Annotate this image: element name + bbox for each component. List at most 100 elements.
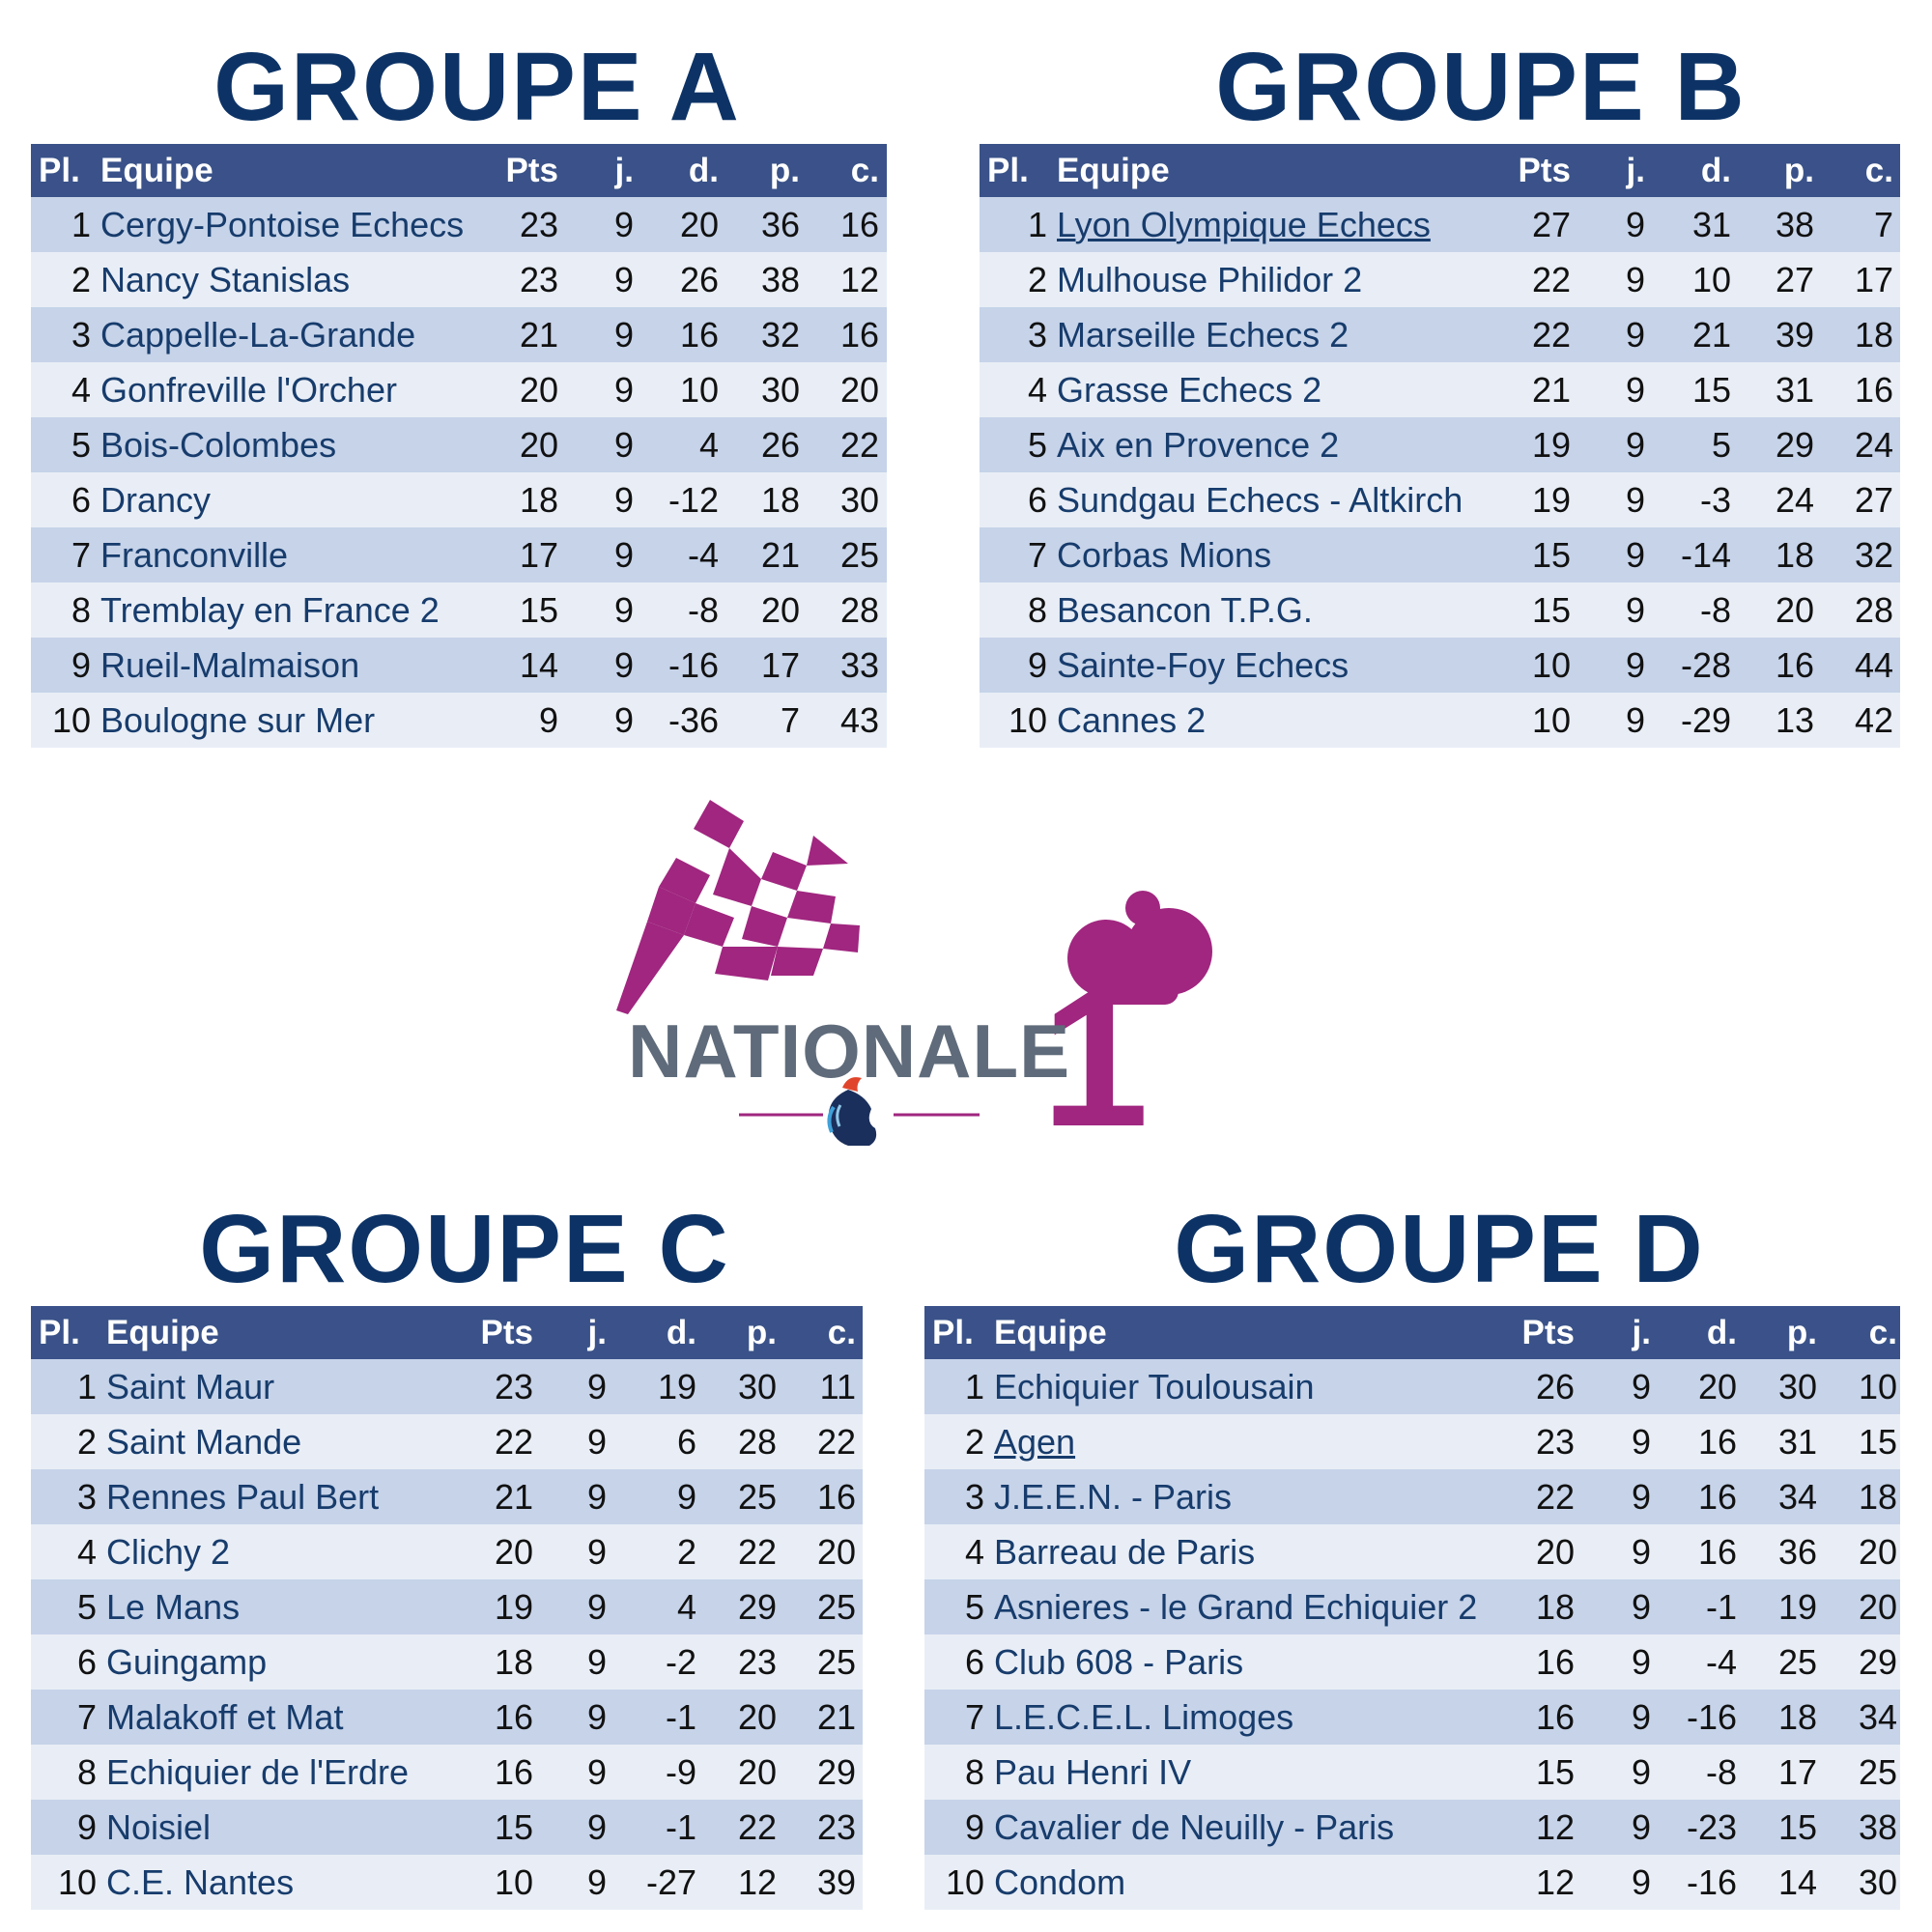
cell-c: 12	[839, 259, 879, 299]
cell-pl: 8	[1027, 589, 1047, 630]
cell-d: -23	[1686, 1806, 1737, 1847]
cell-p: 21	[760, 534, 800, 575]
team-name-link[interactable]: Rueil-Malmaison	[100, 644, 360, 685]
cell-pts: 15	[1531, 589, 1571, 630]
team-name-link[interactable]: Drancy	[100, 479, 212, 520]
cell-pl: 6	[76, 1641, 97, 1682]
team-name-link[interactable]: L.E.C.E.L. Limoges	[994, 1696, 1294, 1737]
team-name-link[interactable]: Aix en Provence 2	[1057, 424, 1340, 465]
table-row: 1 Lyon Olympique Echecs 27 9 31 38 7	[980, 197, 1900, 252]
table-row: 2 Saint Mande 22 9 6 28 22	[31, 1414, 863, 1469]
team-name-link[interactable]: Tremblay en France 2	[100, 589, 440, 630]
team-name-link[interactable]: Sundgau Echecs - Altkirch	[1057, 479, 1463, 520]
cell-pts: 22	[1531, 314, 1571, 355]
cell-p: 20	[737, 1696, 777, 1737]
team-name-link[interactable]: Marseille Echecs 2	[1057, 314, 1350, 355]
column-header-p: p.	[746, 1313, 777, 1351]
cell-d: -16	[1686, 1696, 1737, 1737]
cell-pts: 22	[494, 1421, 533, 1462]
team-name-link[interactable]: Gonfreville l'Orcher	[100, 369, 397, 410]
cell-pl: 4	[1027, 369, 1047, 410]
cell-d: -8	[1705, 1751, 1737, 1792]
team-name-link[interactable]: Franconville	[100, 534, 289, 575]
standings-table-group-c: Pl. Equipe Pts j. d. p. c. 1 Saint Maur 23 9 19 30 11…	[31, 1306, 863, 1910]
cell-j: 9	[613, 479, 634, 520]
team-name-link[interactable]: Saint Maur	[106, 1366, 275, 1406]
cell-p: 38	[1775, 204, 1814, 244]
team-name-link[interactable]: Cappelle-La-Grande	[100, 314, 416, 355]
team-name-link[interactable]: Pau Henri IV	[994, 1751, 1192, 1792]
cell-pts: 19	[1531, 424, 1571, 465]
cell-c: 22	[839, 424, 879, 465]
column-header-team: Equipe	[106, 1313, 219, 1351]
team-name-link[interactable]: Sainte-Foy Echecs	[1057, 644, 1350, 685]
cell-pl: 3	[71, 314, 91, 355]
cell-p: 32	[760, 314, 800, 355]
column-header-team: Equipe	[1057, 151, 1170, 189]
cell-p: 20	[737, 1751, 777, 1792]
team-name-link[interactable]: Club 608 - Paris	[994, 1641, 1244, 1682]
team-name-link[interactable]: Echiquier Toulousain	[994, 1366, 1315, 1406]
cell-pl: 5	[964, 1586, 984, 1627]
column-header-j: j.	[614, 151, 634, 189]
cell-pl: 7	[71, 534, 91, 575]
cell-c: 29	[816, 1751, 856, 1792]
cell-pts: 10	[494, 1861, 533, 1902]
team-name-link[interactable]: Nancy Stanislas	[100, 259, 351, 299]
team-name-link[interactable]: C.E. Nantes	[106, 1861, 295, 1902]
cell-p: 17	[1777, 1751, 1817, 1792]
team-name-link[interactable]: J.E.E.N. - Paris	[994, 1476, 1233, 1517]
table-row: 5 Asnieres - le Grand Echiquier 2 18 9 -1 19 2…	[924, 1579, 1900, 1634]
cell-c: 16	[1854, 369, 1893, 410]
team-name-link[interactable]: Barreau de Paris	[994, 1531, 1256, 1572]
cell-pts: 23	[494, 1366, 533, 1406]
logo-number: 1	[1041, 952, 1149, 1167]
table-row: 3 Marseille Echecs 2 22 9 21 39 18	[980, 307, 1900, 362]
table-row: 1 Echiquier Toulousain 26 9 20 30 10	[924, 1359, 1900, 1414]
cell-pts: 23	[519, 204, 558, 244]
team-name-link[interactable]: Cavalier de Neuilly - Paris	[994, 1806, 1395, 1847]
team-name-link[interactable]: Besancon T.P.G.	[1057, 589, 1313, 630]
team-name-link[interactable]: Condom	[994, 1861, 1126, 1902]
team-name-link[interactable]: Guingamp	[106, 1641, 268, 1682]
team-name-link[interactable]: Asnieres - le Grand Echiquier 2	[994, 1586, 1478, 1627]
team-name-link[interactable]: Clichy 2	[106, 1531, 231, 1572]
team-name-link[interactable]: Grasse Echecs 2	[1057, 369, 1322, 410]
cell-d: 21	[1691, 314, 1731, 355]
team-name-link[interactable]: Bois-Colombes	[100, 424, 337, 465]
table-row: 2 Agen 23 9 16 31 15	[924, 1414, 1900, 1469]
team-name-link[interactable]: Saint Mande	[106, 1421, 302, 1462]
cell-j: 9	[613, 204, 634, 244]
team-name-link[interactable]: Echiquier de l'Erdre	[106, 1751, 410, 1792]
team-name-link[interactable]: Mulhouse Philidor 2	[1057, 259, 1363, 299]
column-header-j: j.	[587, 1313, 607, 1351]
cell-p: 12	[737, 1861, 777, 1902]
cell-p: 18	[1775, 534, 1814, 575]
cell-pts: 20	[1535, 1531, 1575, 1572]
team-name-link[interactable]: Noisiel	[106, 1806, 212, 1847]
team-name-link[interactable]: Le Mans	[106, 1586, 241, 1627]
cell-j: 9	[1625, 369, 1645, 410]
team-name-link[interactable]: Corbas Mions	[1057, 534, 1272, 575]
cell-c: 25	[816, 1586, 856, 1627]
table-header: Pl. Equipe Pts j. d. p. c.	[31, 1306, 863, 1359]
table-row: 9 Rueil-Malmaison 14 9 -16 17 33	[31, 638, 887, 693]
team-name-link[interactable]: Cannes 2	[1057, 699, 1207, 740]
cell-d: -16	[668, 644, 719, 685]
cell-d: -3	[1699, 479, 1731, 520]
team-name-link[interactable]: Boulogne sur Mer	[100, 699, 376, 740]
team-name-link[interactable]: Lyon Olympique Echecs	[1057, 204, 1431, 244]
cell-pl: 2	[1027, 259, 1047, 299]
cell-pl: 5	[71, 424, 91, 465]
cell-pl: 10	[51, 699, 91, 740]
team-name-link[interactable]: Rennes Paul Bert	[106, 1476, 380, 1517]
cell-d: -4	[687, 534, 719, 575]
team-name-link[interactable]: Malakoff et Mat	[106, 1696, 344, 1737]
cell-p: 31	[1775, 369, 1814, 410]
table-row: 6 Drancy 18 9 -12 18 30	[31, 472, 887, 527]
team-name-link[interactable]: Cergy-Pontoise Echecs	[100, 204, 465, 244]
team-name-link[interactable]: Agen	[994, 1421, 1076, 1462]
cell-pl: 8	[71, 589, 91, 630]
cell-j: 9	[586, 1641, 607, 1682]
cell-pl: 5	[1027, 424, 1047, 465]
